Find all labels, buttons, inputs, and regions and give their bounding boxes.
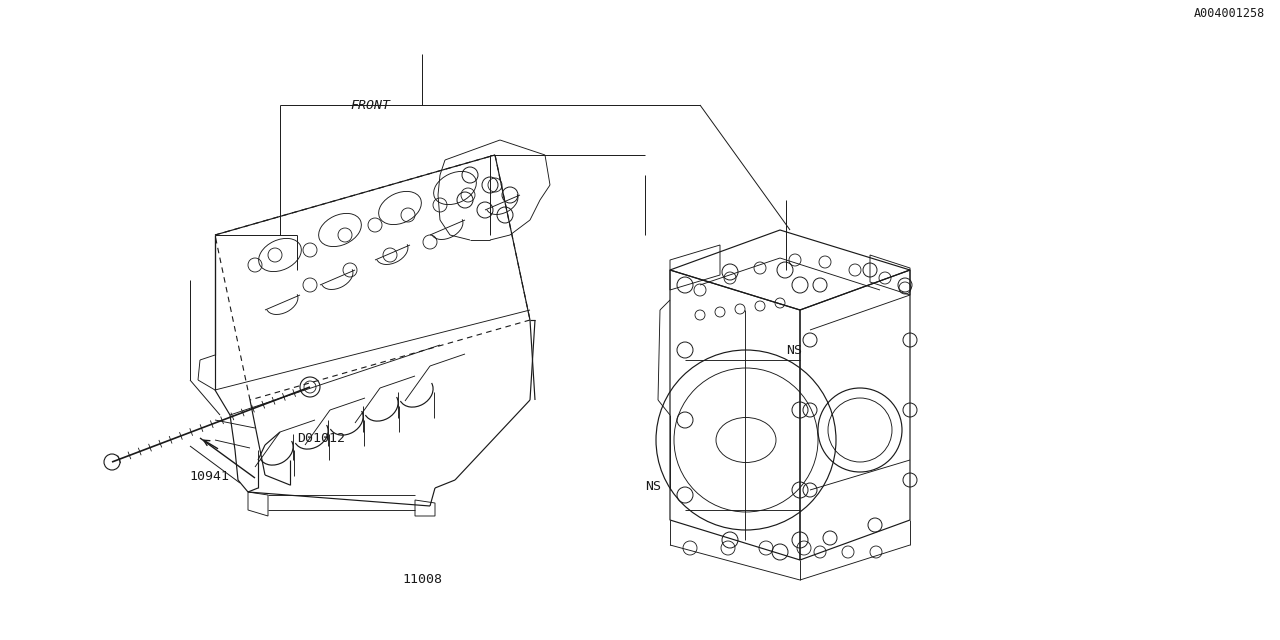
- Text: D01012: D01012: [297, 432, 346, 445]
- Text: 11008: 11008: [402, 573, 443, 586]
- Text: NS: NS: [645, 480, 662, 493]
- Text: NS: NS: [786, 344, 801, 357]
- Text: FRONT: FRONT: [351, 99, 390, 112]
- Text: 10941: 10941: [189, 470, 229, 483]
- Text: A004001258: A004001258: [1193, 8, 1265, 20]
